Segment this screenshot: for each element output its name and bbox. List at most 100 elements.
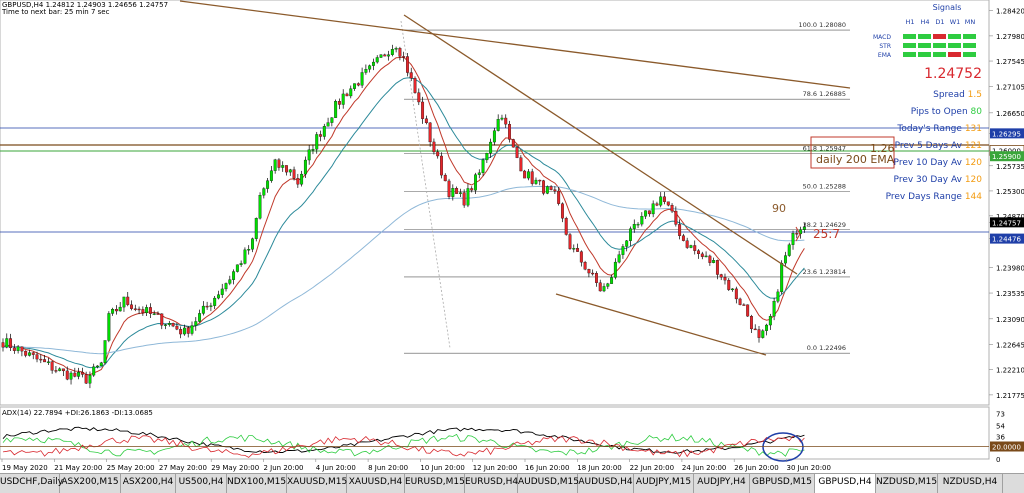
candle-body xyxy=(791,233,795,245)
price-tick-label: 1.22210 xyxy=(996,367,1024,375)
stat-row: Pips to Open 80 xyxy=(911,107,983,117)
stats-list: Spread 1.5 Pips to Open 80 Today's Range 1… xyxy=(886,90,983,202)
price-tick-label: 1.23090 xyxy=(996,316,1024,324)
candle-body xyxy=(186,327,190,334)
candle-body xyxy=(387,54,391,57)
candle-body xyxy=(436,151,440,157)
tab-ndx100-m15[interactable]: NDX100,M15 xyxy=(227,474,287,493)
price-tick-label: 1.27105 xyxy=(996,83,1024,91)
candle-body xyxy=(368,65,372,70)
tab-audjpy-h4[interactable]: AUDJPY,H4 xyxy=(694,474,750,493)
candle-body xyxy=(409,72,413,79)
candle-body xyxy=(182,327,186,335)
signal-cell xyxy=(918,43,931,48)
tab-nzdusd-h4[interactable]: NZDUSD,H4 xyxy=(938,474,1003,493)
candle-body xyxy=(39,358,43,361)
candle-body xyxy=(474,174,477,191)
tab-gbpusd-h4[interactable]: GBPUSD,H4 xyxy=(815,474,876,493)
candle-body xyxy=(466,188,470,206)
candle-body xyxy=(235,264,239,272)
candle-body xyxy=(704,255,708,258)
candle-body xyxy=(742,304,746,306)
candle-body xyxy=(644,210,648,217)
tab-usdchf-daily[interactable]: USDCHF,Daily xyxy=(0,474,63,493)
candle-body xyxy=(31,352,35,355)
stat-row: Spread 1.5 xyxy=(933,90,982,100)
candle-body xyxy=(360,72,364,86)
price-badge-label: 1.24757 xyxy=(992,219,1021,227)
candle-body xyxy=(319,134,322,137)
tab-audusd-m15[interactable]: AUDUSD,M15 xyxy=(518,474,579,493)
candle-body xyxy=(689,245,693,248)
candle-body xyxy=(296,178,300,185)
candle-body xyxy=(610,277,614,284)
candle-body xyxy=(46,361,50,363)
candle-body xyxy=(137,308,141,311)
tab-audusd-h4[interactable]: AUDUSD,H4 xyxy=(578,474,634,493)
tab-eurusd-h4[interactable]: EURUSD,H4 xyxy=(465,474,518,493)
candle-body xyxy=(485,152,489,161)
tab-asx200-m15[interactable]: ASX200,M15 xyxy=(60,474,121,493)
candle-body xyxy=(761,330,765,338)
candle-body xyxy=(190,325,194,334)
ema-annotation-text: daily 200 EMA xyxy=(816,153,895,166)
candle-body xyxy=(179,329,183,335)
candle-body xyxy=(749,315,753,330)
candle-body xyxy=(12,347,16,351)
trendlines xyxy=(179,0,851,356)
candle-body xyxy=(655,203,659,206)
candle-body xyxy=(307,149,311,161)
signal-cell xyxy=(903,43,916,48)
candle-body xyxy=(451,188,455,197)
candle-body xyxy=(224,283,228,290)
candle-body xyxy=(303,159,307,175)
candle-body xyxy=(315,134,319,150)
tab-gbpusd-m15[interactable]: GBPUSD,M15 xyxy=(750,474,815,493)
tab-xauusd-m15[interactable]: XAUUSD,M15 xyxy=(287,474,347,493)
price-badge xyxy=(990,128,1024,139)
tab-xauusd-h4[interactable]: XAUUSD,H4 xyxy=(347,474,405,493)
candle-body xyxy=(35,354,39,360)
adx-tick-label: 54 xyxy=(996,422,1005,430)
candle-body xyxy=(111,308,115,314)
candle-body xyxy=(356,83,360,86)
time-tick-label: 4 Jun 20:00 xyxy=(316,464,356,472)
candle-body xyxy=(715,260,719,275)
adx-minus-di-line xyxy=(2,435,805,458)
price-tick-label: 1.25300 xyxy=(996,188,1024,196)
tab-eurusd-m15[interactable]: EURUSD,M15 xyxy=(405,474,465,493)
fibonacci-anchor-line xyxy=(400,20,451,349)
chart[interactable]: 100.0 1.28080 78.6 1.26885 61.8 1.25947 50.… xyxy=(0,0,1024,473)
candle-body xyxy=(24,350,28,356)
candle-body xyxy=(118,306,122,312)
candle-body xyxy=(394,48,398,50)
candle-body xyxy=(530,171,534,184)
candle-body xyxy=(511,139,515,148)
candle-body xyxy=(784,255,787,264)
adx-panel xyxy=(0,406,990,460)
upper-trendline[interactable] xyxy=(179,0,851,89)
lower-channel-line[interactable] xyxy=(555,293,767,356)
tab-nzdusd-m15[interactable]: NZDUSD,M15 xyxy=(876,474,938,493)
candle-body xyxy=(462,192,466,206)
tab-audjpy-m15[interactable]: AUDJPY,M15 xyxy=(634,474,694,493)
candle-body xyxy=(731,288,734,291)
tab-us500-h4[interactable]: US500,H4 xyxy=(176,474,227,493)
time-tick-label: 30 Jun 20:00 xyxy=(787,464,831,472)
candle-body xyxy=(697,250,700,255)
time-tick-label: 10 Jun 20:00 xyxy=(420,464,464,472)
candle-body xyxy=(398,48,402,57)
candle-body xyxy=(375,57,379,63)
descending-trendline[interactable] xyxy=(403,14,798,275)
price-tick-label: 1.27980 xyxy=(996,33,1024,41)
candle-body xyxy=(84,374,88,384)
candle-body xyxy=(171,323,175,327)
slow-ema-line[interactable] xyxy=(2,77,805,369)
time-tick-label: 27 May 20:00 xyxy=(159,464,207,472)
candle-body xyxy=(198,313,202,322)
candle-body xyxy=(141,309,145,314)
candle-body xyxy=(69,372,73,380)
tab-asx200-h4[interactable]: ASX200,H4 xyxy=(121,474,176,493)
candle-body xyxy=(194,321,198,326)
candle-body xyxy=(526,171,530,179)
